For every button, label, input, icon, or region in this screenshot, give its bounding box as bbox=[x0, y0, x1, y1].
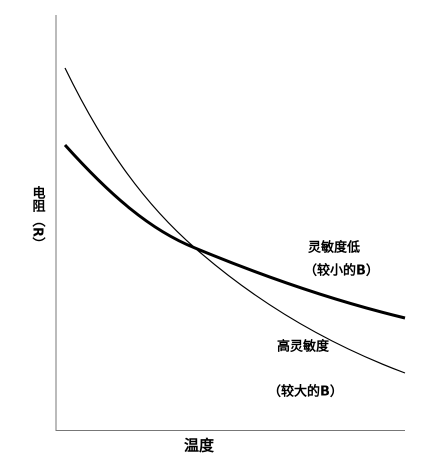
y-axis-label: 电阻 bbox=[30, 185, 46, 212]
high-sensitivity-curve bbox=[64, 67, 406, 374]
curve-note: （较大的B） bbox=[268, 384, 343, 400]
low-sensitivity-curve bbox=[63, 143, 406, 320]
curve-note: （较小的B） bbox=[304, 263, 379, 279]
x-axis-label: 温度 bbox=[184, 437, 215, 455]
curve-label: 高灵敏度 bbox=[277, 339, 330, 355]
curve-label: 灵敏度低 bbox=[308, 240, 360, 256]
y-axis-unit: （R） bbox=[30, 214, 47, 250]
